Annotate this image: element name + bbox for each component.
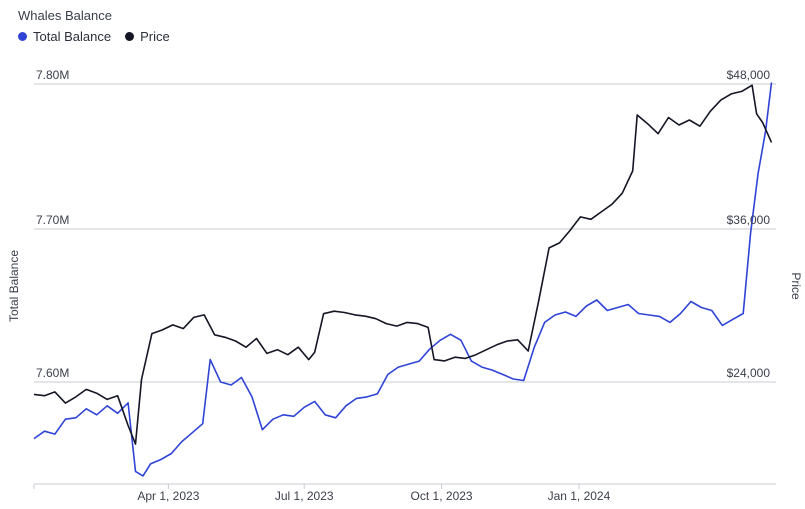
y-right-tick-label: $48,000 [727,68,771,82]
x-tick-label: Apr 1, 2023 [137,489,199,503]
y-left-axis-title: Total Balance [7,250,21,322]
legend-swatch-price [125,32,135,41]
x-tick-label: Jul 1, 2023 [275,489,334,503]
x-tick-label: Jan 1, 2024 [548,489,611,503]
series-line-price [33,84,773,445]
legend: Whales Balance Total Balance Price [18,8,170,44]
legend-label-total-balance: Total Balance [33,29,112,44]
legend-item-price[interactable]: Price [125,29,170,44]
y-left-tick-label: 7.80M [36,68,69,82]
y-left-tick-label: 7.70M [36,213,69,227]
series-line-total-balance [33,82,773,477]
chart-title: Whales Balance [18,8,112,23]
legend-label-price: Price [140,29,170,44]
y-right-tick-label: $24,000 [727,366,771,380]
x-tick-label: Oct 1, 2023 [411,489,473,503]
legend-item-total-balance[interactable]: Total Balance [18,29,111,44]
legend-swatch-total-balance [18,32,27,41]
y-left-tick-label: 7.60M [36,366,69,380]
y-right-tick-label: $36,000 [727,213,771,227]
y-right-axis-title: Price [789,272,803,300]
